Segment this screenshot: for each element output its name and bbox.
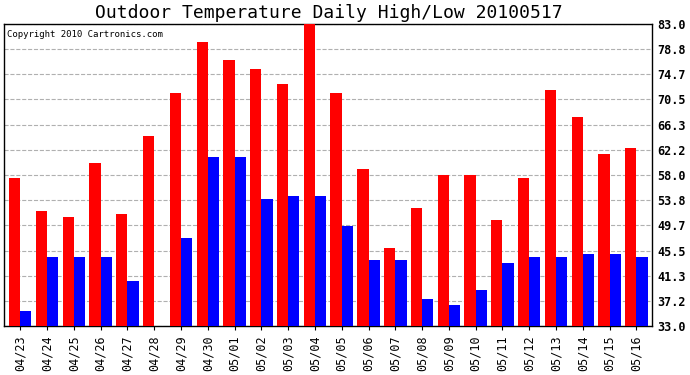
Bar xyxy=(90,163,101,326)
Bar xyxy=(101,256,112,326)
Bar xyxy=(357,169,368,326)
Bar xyxy=(170,93,181,326)
Bar xyxy=(116,214,128,326)
Bar xyxy=(304,24,315,326)
Bar xyxy=(598,154,609,326)
Bar xyxy=(143,136,154,326)
Bar xyxy=(47,256,58,326)
Bar xyxy=(636,256,648,326)
Bar xyxy=(63,217,74,326)
Bar xyxy=(475,290,487,326)
Bar xyxy=(518,178,529,326)
Bar xyxy=(9,178,20,326)
Bar xyxy=(529,256,540,326)
Bar xyxy=(571,117,583,326)
Bar xyxy=(208,157,219,326)
Bar xyxy=(262,199,273,326)
Bar xyxy=(502,262,513,326)
Bar xyxy=(74,256,85,326)
Bar xyxy=(556,256,567,326)
Bar xyxy=(437,175,449,326)
Bar xyxy=(545,90,556,326)
Bar xyxy=(625,148,636,326)
Text: Copyright 2010 Cartronics.com: Copyright 2010 Cartronics.com xyxy=(8,30,164,39)
Bar xyxy=(250,69,262,326)
Bar xyxy=(315,196,326,326)
Bar xyxy=(422,299,433,326)
Bar xyxy=(235,157,246,326)
Bar xyxy=(384,248,395,326)
Bar xyxy=(368,260,380,326)
Bar xyxy=(609,254,621,326)
Bar xyxy=(342,226,353,326)
Bar xyxy=(181,238,193,326)
Bar xyxy=(288,196,299,326)
Bar xyxy=(395,260,406,326)
Title: Outdoor Temperature Daily High/Low 20100517: Outdoor Temperature Daily High/Low 20100… xyxy=(95,4,562,22)
Bar xyxy=(197,42,208,326)
Bar xyxy=(20,311,32,326)
Bar xyxy=(224,60,235,326)
Bar xyxy=(491,220,502,326)
Bar xyxy=(277,84,288,326)
Bar xyxy=(411,208,422,326)
Bar xyxy=(449,305,460,326)
Bar xyxy=(36,211,47,326)
Bar xyxy=(464,175,475,326)
Bar xyxy=(331,93,342,326)
Bar xyxy=(583,254,594,326)
Bar xyxy=(128,281,139,326)
